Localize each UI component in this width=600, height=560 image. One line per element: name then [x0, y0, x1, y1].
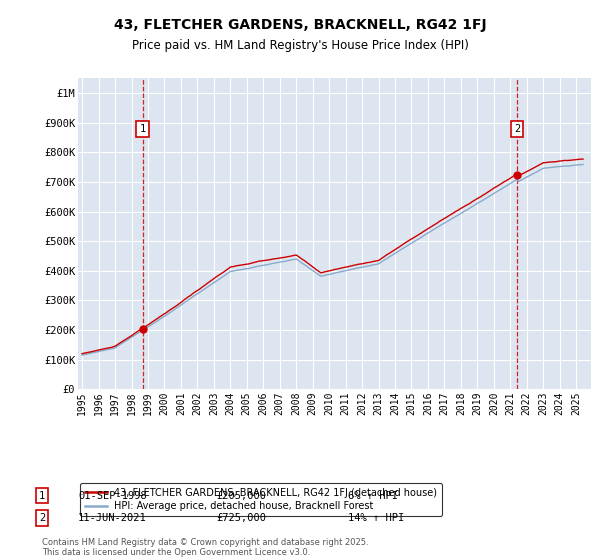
Text: 11-JUN-2021: 11-JUN-2021: [78, 513, 147, 523]
Text: 1: 1: [39, 491, 45, 501]
Text: £205,000: £205,000: [216, 491, 266, 501]
Text: 2: 2: [514, 124, 520, 134]
Text: 14% ↑ HPI: 14% ↑ HPI: [348, 513, 404, 523]
Legend: 43, FLETCHER GARDENS, BRACKNELL, RG42 1FJ (detached house), HPI: Average price, : 43, FLETCHER GARDENS, BRACKNELL, RG42 1F…: [80, 483, 442, 516]
Text: £725,000: £725,000: [216, 513, 266, 523]
Text: 01-SEP-1998: 01-SEP-1998: [78, 491, 147, 501]
Text: 1: 1: [139, 124, 146, 134]
Text: 43, FLETCHER GARDENS, BRACKNELL, RG42 1FJ: 43, FLETCHER GARDENS, BRACKNELL, RG42 1F…: [113, 18, 487, 32]
Text: Price paid vs. HM Land Registry's House Price Index (HPI): Price paid vs. HM Land Registry's House …: [131, 39, 469, 53]
Text: 6% ↑ HPI: 6% ↑ HPI: [348, 491, 398, 501]
Text: Contains HM Land Registry data © Crown copyright and database right 2025.
This d: Contains HM Land Registry data © Crown c…: [42, 538, 368, 557]
Text: 2: 2: [39, 513, 45, 523]
